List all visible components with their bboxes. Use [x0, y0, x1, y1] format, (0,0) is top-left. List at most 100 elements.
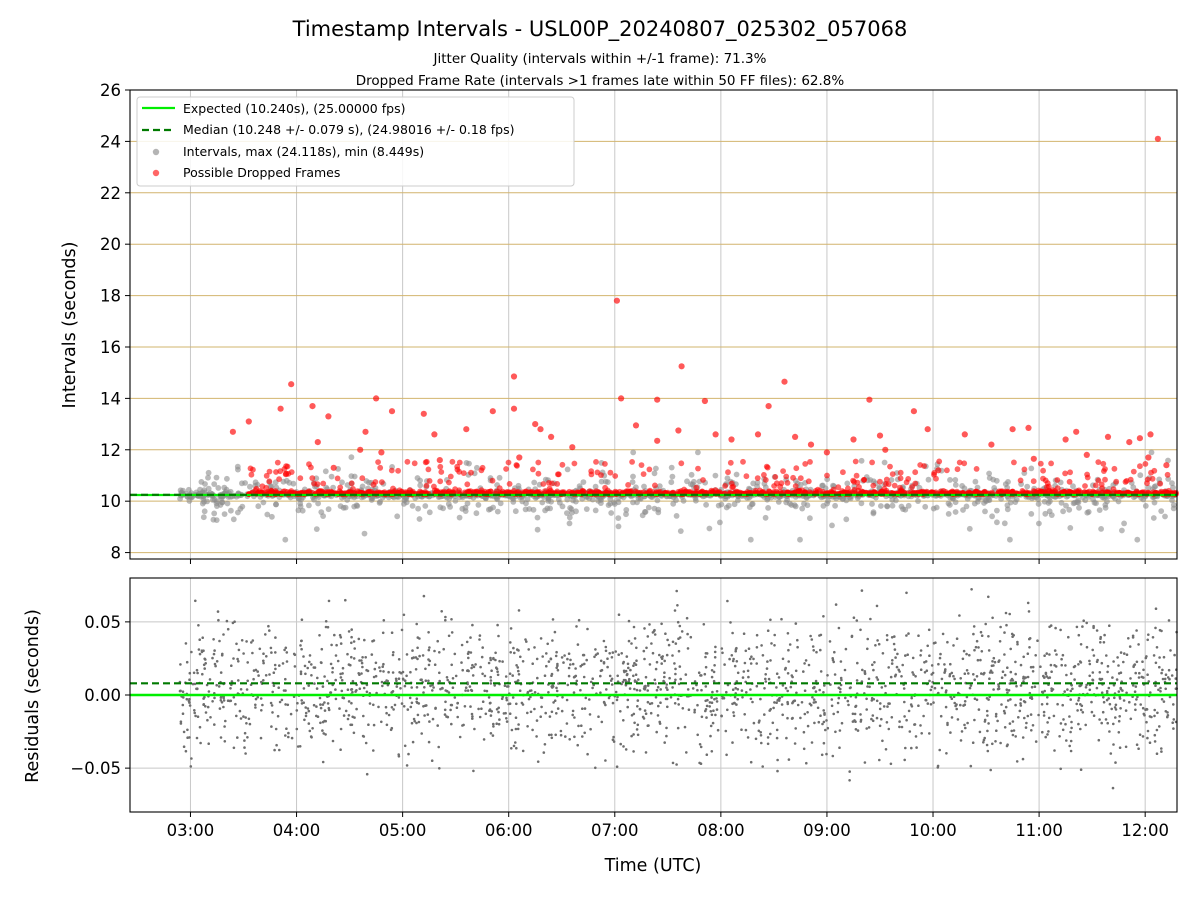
residual-point [972, 625, 976, 628]
residual-point [1122, 660, 1125, 664]
interval-point [651, 505, 658, 512]
residual-point [543, 674, 547, 677]
residual-point [822, 709, 825, 712]
residual-point [766, 629, 770, 632]
residual-point [1099, 635, 1102, 639]
interval-point [677, 528, 684, 534]
residual-point [820, 753, 824, 757]
residual-point [399, 687, 402, 690]
residual-point [617, 613, 621, 616]
dropped-frame-outlier [537, 426, 544, 433]
interval-point [446, 495, 453, 502]
residual-point [485, 689, 489, 693]
residual-point [892, 642, 896, 646]
residual-point [1160, 750, 1163, 753]
residual-point [438, 767, 441, 770]
interval-point [325, 506, 332, 513]
residual-point [937, 691, 940, 695]
residual-point [963, 700, 967, 703]
interval-point [765, 505, 771, 511]
residual-point [686, 632, 689, 636]
residual-point [1135, 629, 1138, 632]
dropped-frame-point [725, 469, 731, 476]
interval-point [623, 511, 629, 518]
dropped-frame-point [856, 484, 862, 490]
residual-point [1043, 654, 1046, 657]
residual-point [232, 696, 236, 699]
residual-point [928, 679, 931, 683]
residual-point [889, 762, 893, 766]
interval-point [791, 502, 798, 508]
residual-point [216, 610, 220, 613]
residual-point [831, 658, 835, 662]
interval-point [564, 466, 571, 473]
residual-point [1170, 674, 1174, 677]
residual-point [911, 656, 915, 660]
dropped-frame-point [625, 482, 631, 488]
residual-point [1044, 735, 1047, 739]
residual-point [428, 720, 431, 723]
residual-point [415, 697, 419, 700]
residual-point [840, 678, 843, 682]
residual-point [755, 684, 759, 688]
residual-point [451, 677, 455, 680]
dropped-frame-point [1061, 488, 1067, 495]
residual-point [182, 730, 186, 734]
residual-point [245, 688, 249, 691]
residual-point [551, 618, 555, 621]
residual-point [772, 706, 775, 710]
residual-point [665, 734, 668, 738]
residual-point [555, 650, 558, 654]
residual-point [671, 686, 674, 689]
residual-point [775, 728, 779, 732]
residual-point [667, 643, 671, 647]
residual-point [188, 678, 191, 681]
residual-point [353, 716, 356, 719]
residual-point [828, 640, 832, 643]
residual-point [880, 686, 884, 689]
residual-point [728, 657, 731, 661]
residual-point [351, 679, 355, 683]
interval-point [807, 515, 813, 522]
residual-point [1147, 633, 1150, 636]
dropped-frame-outlier [1126, 439, 1133, 446]
residual-point [628, 687, 632, 690]
residual-point [560, 709, 564, 713]
dropped-frame-point [956, 459, 963, 466]
residual-point [261, 703, 264, 707]
dropped-frame-point [805, 478, 812, 485]
residual-point [823, 684, 826, 687]
residual-point [749, 697, 753, 701]
residual-point [775, 736, 779, 740]
dropped-frame-point [454, 466, 461, 473]
residual-point [268, 629, 271, 632]
residual-point [900, 675, 903, 678]
residual-point [926, 644, 929, 648]
dropped-frame-point [460, 470, 467, 476]
dropped-frame-point [493, 488, 500, 495]
residual-point [905, 591, 908, 595]
dropped-frame-point [851, 486, 858, 493]
residual-point [556, 707, 560, 710]
dropped-frame-point [897, 469, 904, 476]
residual-point [347, 714, 351, 717]
residual-point [747, 647, 751, 650]
residual-point [1040, 703, 1044, 706]
interval-point [1142, 503, 1149, 509]
residual-point [184, 642, 188, 645]
residual-point [267, 624, 270, 628]
residual-point [1039, 665, 1042, 668]
dropped-frame-outlier [654, 396, 661, 403]
residual-point [764, 677, 767, 681]
residual-point [489, 658, 493, 662]
residual-point [906, 653, 909, 656]
residual-point [848, 770, 851, 773]
residual-point [420, 732, 424, 735]
residual-point [1030, 685, 1034, 689]
residual-point [1095, 629, 1099, 632]
residual-point [1079, 768, 1083, 771]
dropped-frame-point [761, 472, 767, 478]
residual-point [571, 713, 574, 717]
residual-point [804, 659, 808, 662]
residual-point [671, 640, 675, 644]
